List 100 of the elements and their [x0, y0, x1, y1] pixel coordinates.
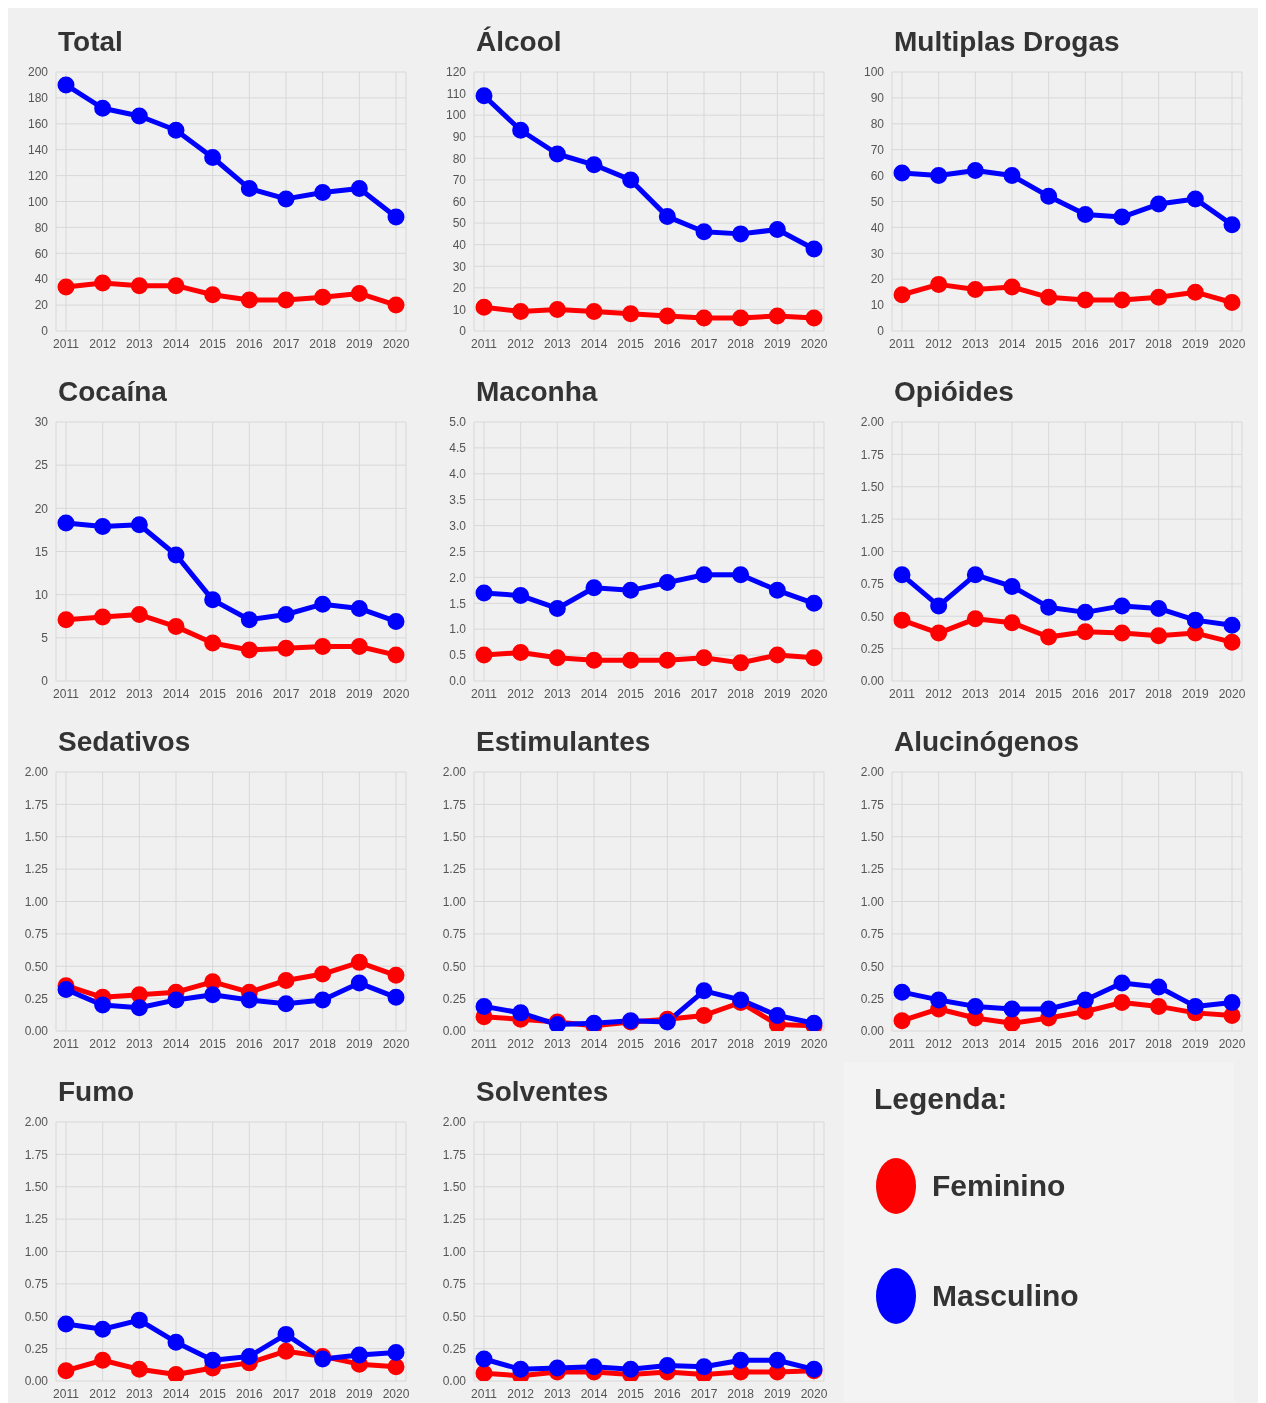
y-tick-label: 1.00 [442, 1244, 467, 1259]
y-tick-label: 60 [870, 168, 885, 183]
y-tick-label: 4.5 [449, 441, 467, 456]
x-tick-label: 2015 [617, 1386, 645, 1401]
x-tick-label: 2018 [1145, 1036, 1173, 1051]
y-tick-label: 1.00 [442, 894, 467, 909]
x-tick-label: 2013 [125, 686, 153, 701]
x-tick-label: 2015 [1035, 336, 1063, 351]
x-tick-label: 2020 [800, 336, 828, 351]
y-tick-label: 0.00 [442, 1024, 467, 1039]
x-tick-label: 2015 [617, 336, 645, 351]
y-tick-label: 0.25 [860, 991, 885, 1006]
x-tick-label: 2014 [998, 1036, 1026, 1051]
x-tick-label: 2018 [727, 1386, 755, 1401]
x-tick-label: 2013 [125, 336, 153, 351]
x-tick-label: 2011 [889, 1036, 916, 1051]
y-tick-label: 70 [452, 173, 467, 188]
y-tick-label: 1.50 [860, 480, 885, 495]
x-tick-label: 2013 [543, 686, 571, 701]
x-tick-label: 2012 [507, 1386, 535, 1401]
y-tick-label: 1.50 [442, 1180, 467, 1195]
y-tick-label: 0.50 [442, 959, 467, 974]
y-tick-label: 0.75 [860, 577, 885, 592]
y-tick-label: 20 [34, 501, 49, 516]
y-tick-label: 80 [452, 151, 467, 166]
y-tick-label: 0.0 [449, 674, 467, 689]
y-tick-label: 0.50 [24, 959, 49, 974]
y-tick-label: 20 [452, 281, 467, 296]
x-tick-label: 2016 [235, 336, 263, 351]
x-tick-label: 2011 [53, 1036, 80, 1051]
y-tick-label: 1.25 [24, 862, 49, 877]
y-tick-label: 0.00 [24, 1024, 49, 1039]
y-tick-label: 0.75 [442, 927, 467, 942]
x-tick-label: 2015 [617, 1036, 645, 1051]
x-tick-label: 2019 [763, 1036, 791, 1051]
x-tick-label: 2016 [235, 1386, 263, 1401]
x-tick-label: 2020 [1218, 336, 1246, 351]
x-tick-label: 2019 [763, 686, 791, 701]
x-tick-label: 2014 [580, 1036, 608, 1051]
y-tick-label: 1.75 [860, 447, 885, 462]
y-tick-label: 90 [870, 91, 885, 106]
y-tick-label: 110 [446, 86, 467, 101]
chart-title: Cocaína [57, 375, 168, 409]
x-tick-label: 2017 [690, 1386, 718, 1401]
x-tick-label: 2019 [1181, 1036, 1209, 1051]
x-tick-label: 2018 [309, 336, 337, 351]
x-tick-label: 2014 [162, 686, 190, 701]
chart-title: Total [57, 25, 124, 59]
y-tick-label: 0.25 [442, 1341, 467, 1356]
y-tick-label: 2.00 [24, 765, 49, 780]
legend-label: Feminino [932, 1169, 1066, 1203]
y-tick-label: 1.75 [442, 797, 467, 812]
x-tick-label: 2011 [471, 336, 498, 351]
y-tick-label: 30 [34, 415, 49, 430]
y-tick-label: 1.25 [860, 512, 885, 527]
y-tick-label: 0 [41, 324, 49, 339]
y-tick-label: 1.75 [860, 797, 885, 812]
x-tick-label: 2013 [543, 336, 571, 351]
x-tick-label: 2017 [272, 336, 300, 351]
y-tick-label: 0.75 [860, 927, 885, 942]
x-tick-label: 2012 [89, 336, 117, 351]
x-tick-label: 2011 [889, 686, 916, 701]
y-tick-label: 0.50 [24, 1309, 49, 1324]
x-tick-label: 2013 [961, 336, 989, 351]
y-tick-label: 20 [34, 298, 49, 313]
y-tick-label: 60 [452, 194, 467, 209]
y-tick-label: 1.75 [24, 1147, 49, 1162]
y-tick-label: 0 [877, 324, 885, 339]
x-tick-label: 2011 [53, 336, 80, 351]
y-tick-label: 30 [452, 259, 467, 274]
x-tick-label: 2017 [690, 686, 718, 701]
y-tick-label: 3.5 [449, 492, 467, 507]
x-tick-label: 2014 [580, 686, 608, 701]
x-tick-label: 2013 [543, 1036, 571, 1051]
y-tick-label: 1.25 [442, 862, 467, 877]
x-tick-label: 2018 [309, 1036, 337, 1051]
chart-title: Opióides [893, 375, 1015, 409]
x-tick-label: 2019 [763, 1386, 791, 1401]
y-tick-label: 100 [27, 194, 49, 209]
x-tick-label: 2016 [235, 1036, 263, 1051]
x-tick-label: 2017 [690, 336, 718, 351]
x-tick-label: 2015 [199, 336, 227, 351]
x-tick-label: 2017 [690, 1036, 718, 1051]
y-tick-label: 1.50 [860, 830, 885, 845]
x-tick-label: 2020 [382, 1036, 410, 1051]
x-tick-label: 2020 [382, 686, 410, 701]
y-tick-label: 25 [34, 458, 49, 473]
y-tick-label: 10 [452, 302, 467, 317]
x-tick-label: 2011 [889, 336, 916, 351]
x-tick-label: 2018 [1145, 336, 1173, 351]
y-tick-label: 0 [41, 674, 49, 689]
chart-title: Maconha [475, 375, 599, 409]
x-tick-label: 2011 [471, 686, 498, 701]
x-tick-label: 2017 [1108, 1036, 1136, 1051]
y-tick-label: 1.50 [442, 830, 467, 845]
x-tick-label: 2017 [272, 686, 300, 701]
x-tick-label: 2020 [1218, 686, 1246, 701]
y-tick-label: 120 [445, 65, 467, 80]
y-tick-label: 1.25 [24, 1212, 49, 1227]
x-tick-label: 2020 [382, 336, 410, 351]
